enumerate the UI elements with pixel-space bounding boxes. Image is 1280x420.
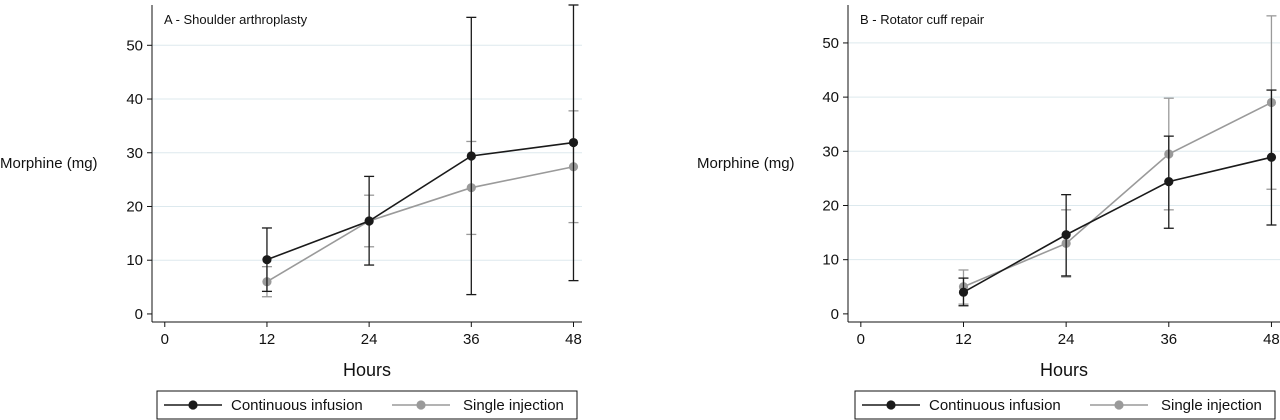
series-line <box>963 156 1272 293</box>
y-tick-label: 20 <box>822 197 839 214</box>
series-continuous-infusion <box>958 89 1277 307</box>
y-tick-label: 10 <box>126 252 143 269</box>
legend-label: Continuous infusion <box>231 397 363 414</box>
chart-panel-b: 0 10 20 30 40 50 0 12 24 36 48 B - Rotator cuff rep… <box>697 5 1280 420</box>
data-point <box>1164 177 1174 187</box>
data-point <box>364 216 374 226</box>
y-tick-label: 40 <box>126 91 143 108</box>
legend: Continuous infusion Single injection <box>156 390 578 420</box>
series-line <box>266 141 574 261</box>
panel-title: B - Rotator cuff repair <box>860 12 985 27</box>
x-tick-label: 12 <box>259 331 276 348</box>
y-tick-label: 50 <box>822 35 839 52</box>
series-continuous-infusion <box>261 4 579 296</box>
legend-item-continuous-infusion: Continuous infusion <box>164 397 363 414</box>
x-axis-title: Hours <box>343 360 391 380</box>
legend-marker <box>886 400 896 410</box>
y-tick-label: 30 <box>126 145 143 162</box>
series-line <box>266 165 574 283</box>
legend-item-continuous-infusion: Continuous infusion <box>862 397 1061 414</box>
legend-marker <box>416 400 426 410</box>
y-tick-label: 10 <box>822 252 839 269</box>
legend-label: Single injection <box>1161 397 1262 414</box>
legend-marker <box>1114 400 1124 410</box>
data-point <box>1061 230 1071 240</box>
y-tick-label: 30 <box>822 143 839 160</box>
y-tick-label: 40 <box>822 89 839 106</box>
x-tick-label: 0 <box>161 331 169 348</box>
x-tick-label: 0 <box>857 331 865 348</box>
legend-label: Continuous infusion <box>929 397 1061 414</box>
legend-item-single-injection: Single injection <box>392 397 564 414</box>
y-tick-label: 20 <box>126 198 143 215</box>
data-point <box>568 137 579 148</box>
chart-panel-a: 0 10 20 30 40 50 0 12 24 36 48 A - Shoulder arthrop… <box>0 4 582 420</box>
series-single-injection <box>261 110 579 298</box>
data-point <box>1266 152 1277 162</box>
x-tick-label: 36 <box>463 331 480 348</box>
x-tick-label: 48 <box>565 331 582 348</box>
x-tick-label: 48 <box>1263 331 1280 348</box>
series-single-injection <box>958 15 1277 305</box>
y-axis-title: Morphine (mg) <box>697 155 795 172</box>
legend-marker <box>188 400 198 410</box>
x-tick-label: 24 <box>361 331 378 348</box>
data-point <box>262 255 272 265</box>
y-tick-label: 50 <box>126 37 143 54</box>
legend-box <box>854 390 1276 420</box>
y-axis-title: Morphine (mg) <box>0 155 98 172</box>
legend: Continuous infusion Single injection <box>854 390 1276 420</box>
x-axis-title: Hours <box>1040 360 1088 380</box>
data-point <box>958 287 969 297</box>
x-tick-label: 12 <box>955 331 972 348</box>
x-tick-label: 36 <box>1160 331 1177 348</box>
series-line <box>963 101 1272 288</box>
x-tick-label: 24 <box>1058 331 1075 348</box>
data-point <box>466 151 476 161</box>
legend-label: Single injection <box>463 397 564 414</box>
y-tick-label: 0 <box>831 306 839 323</box>
y-tick-label: 0 <box>135 306 143 323</box>
legend-item-single-injection: Single injection <box>1090 397 1262 414</box>
panel-title: A - Shoulder arthroplasty <box>164 12 308 27</box>
legend-box <box>156 390 578 420</box>
